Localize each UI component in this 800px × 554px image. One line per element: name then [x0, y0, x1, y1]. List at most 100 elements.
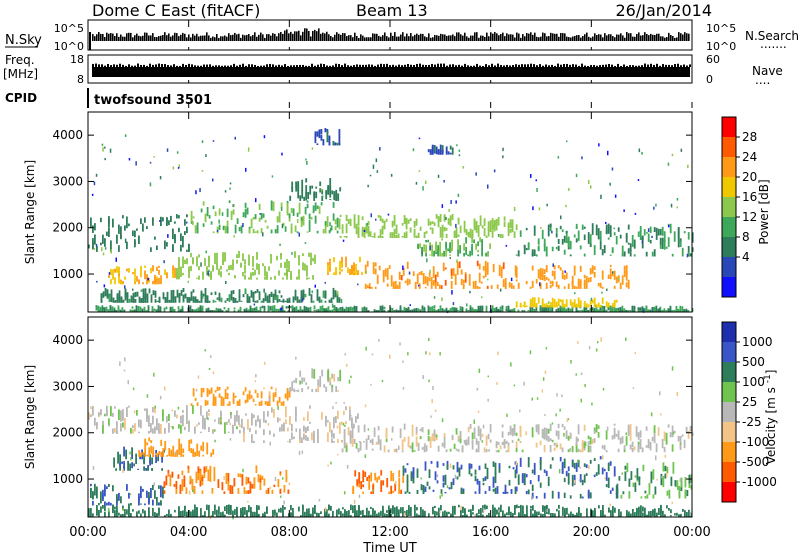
range-cell-3 [222, 259, 224, 266]
range-cell-13 [629, 252, 632, 257]
range-cell-11 [521, 449, 524, 453]
range-cell-5 [476, 286, 479, 289]
sparse-echo [632, 387, 635, 389]
nsky-sample [472, 35, 474, 41]
range-cell-2 [209, 465, 212, 476]
freq-sample [299, 64, 301, 67]
range-cell-0 [204, 511, 206, 518]
nsky-sample [274, 33, 276, 41]
sparse-echo [557, 156, 560, 159]
range-cell-11 [329, 178, 332, 190]
range-cell-0 [520, 504, 522, 517]
range-cell-9 [128, 223, 130, 227]
range-cell-0 [338, 508, 340, 515]
range-cell-13 [643, 229, 646, 236]
nsky-sample [616, 34, 618, 41]
range-cell-11 [637, 444, 640, 453]
range-cell-3 [312, 257, 314, 262]
range-cell-9 [112, 428, 114, 434]
range-cell-7 [607, 477, 610, 488]
range-cell-4 [152, 454, 155, 457]
range-cell-13 [663, 239, 666, 250]
nsky-sample [560, 33, 562, 41]
range-cell-6 [441, 238, 443, 241]
sparse-echo [650, 412, 653, 417]
range-cell-0 [328, 513, 330, 517]
range-cell-13 [583, 234, 586, 241]
range-cell-7 [529, 480, 532, 485]
freq-sample [248, 64, 250, 67]
range-cell-6 [514, 469, 517, 479]
range-cell-5 [486, 285, 489, 289]
range-cell-7 [585, 464, 588, 468]
range-cell-13 [331, 387, 334, 393]
freq-sample [668, 64, 670, 67]
range-cell-1 [224, 300, 227, 303]
nsky-sample [450, 35, 452, 41]
range-cell-6 [416, 468, 419, 478]
range-cell-1 [128, 298, 131, 303]
range-cell-2 [171, 471, 174, 476]
range-cell-0 [272, 509, 274, 518]
range-cell-4 [206, 442, 209, 455]
range-cell-0 [273, 305, 276, 313]
sparse-echo [234, 136, 236, 140]
range-cell-3 [240, 264, 242, 268]
range-cell-5 [362, 484, 365, 488]
range-cell-2 [277, 479, 280, 488]
range-cell-10 [274, 229, 277, 234]
range-cell-11 [551, 439, 554, 443]
range-cell-11 [645, 445, 648, 448]
range-cell-5 [404, 280, 407, 284]
sparse-echo [458, 154, 461, 157]
range-cell-11 [367, 435, 370, 440]
range-cell-11 [497, 449, 500, 453]
range-cell-1 [214, 300, 217, 303]
range-cell-0 [629, 310, 632, 312]
range-cell-0 [103, 308, 106, 312]
sparse-echo [233, 235, 235, 238]
range-cell-8 [613, 270, 616, 280]
range-cell-11 [419, 428, 422, 432]
range-cell-12 [218, 393, 221, 398]
range-cell-1 [208, 300, 211, 303]
freq-tick-high: 18 [70, 53, 84, 66]
range-cell-5 [462, 283, 465, 289]
range-cell-0 [202, 515, 204, 517]
range-cell-11 [357, 448, 360, 453]
range-cell-5 [432, 266, 435, 278]
range-cell-0 [335, 309, 338, 313]
colorbar-tick-label: -25 [742, 415, 762, 429]
freq-sample [263, 65, 265, 67]
range-cell-12 [339, 235, 342, 238]
range-cell-12 [391, 232, 394, 238]
nsky-sample [684, 32, 686, 41]
range-cell-5 [386, 478, 389, 488]
sparse-echo [225, 281, 227, 285]
range-cell-0 [158, 507, 160, 516]
nsky-sample [326, 31, 328, 41]
range-cell-0 [211, 310, 214, 312]
nsky-sample [150, 35, 152, 41]
sparse-echo [481, 296, 483, 299]
range-cell-5 [390, 275, 393, 287]
range-cell-9 [160, 216, 162, 227]
sparse-echo [344, 424, 346, 427]
range-cell-9 [224, 422, 226, 434]
range-cell-7 [515, 305, 518, 308]
range-cell-1 [98, 503, 100, 506]
range-cell-11 [615, 433, 618, 437]
range-cell-6 [404, 491, 407, 494]
range-cell-0 [230, 509, 232, 515]
range-cell-9 [122, 215, 124, 219]
range-cell-4 [210, 452, 213, 457]
sparse-echo [253, 303, 256, 306]
range-cell-7 [571, 302, 574, 308]
nsky-sample [522, 34, 524, 41]
sparse-echo [536, 397, 539, 400]
range-cell-10 [288, 213, 291, 219]
xtick-label: 16:00 [472, 525, 509, 540]
sparse-echo [545, 347, 548, 350]
range-cell-3 [224, 257, 226, 262]
range-cell-0 [218, 506, 220, 515]
